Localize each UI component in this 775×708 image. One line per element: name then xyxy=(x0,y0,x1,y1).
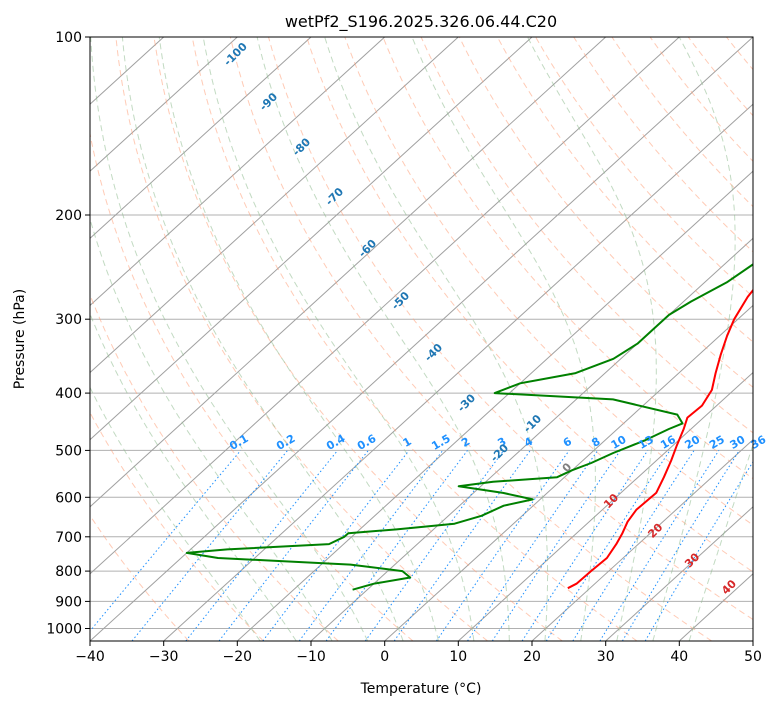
y-tick-label: 700 xyxy=(55,530,82,546)
profile-series xyxy=(185,263,753,591)
mixing-ratio-line xyxy=(435,450,570,641)
background-lines xyxy=(90,37,775,641)
chart-title: wetPf2_S196.2025.326.06.44.C20 xyxy=(285,12,557,32)
y-tick-label: 500 xyxy=(55,443,82,459)
x-tick-label: −30 xyxy=(149,649,179,665)
x-axis-label: Temperature (°C) xyxy=(360,681,482,697)
moist-adiabat xyxy=(256,37,510,641)
x-tick-label: 20 xyxy=(523,649,541,665)
mixing-ratio-line xyxy=(393,450,531,641)
isotherm xyxy=(236,170,753,641)
isotherm xyxy=(90,37,607,508)
y-tick-label: 800 xyxy=(55,564,82,580)
isotherm xyxy=(90,37,459,374)
mixing-ratio-line xyxy=(364,450,505,641)
isotherm xyxy=(90,37,312,240)
y-tick-label: 1000 xyxy=(46,622,82,638)
y-axis-label: Pressure (hPa) xyxy=(12,289,28,389)
axes: −40 −30 −20 −10 0 10 20 30 40 50 100 200 300 400 500 60… xyxy=(46,30,762,665)
isotherm xyxy=(457,371,753,641)
isotherm xyxy=(384,304,753,641)
x-tick-label: 10 xyxy=(449,649,467,665)
mixing-ratio-line xyxy=(298,450,444,641)
mixing-ratio-line xyxy=(621,450,740,641)
x-tick-label: 0 xyxy=(380,649,389,665)
dry-adiabat xyxy=(115,37,488,641)
mixing-ratio-line xyxy=(572,450,695,641)
y-tick-label: 900 xyxy=(55,594,82,610)
y-tick-label: 400 xyxy=(55,386,82,402)
moist-adiabat xyxy=(121,37,404,641)
moist-adiabat xyxy=(202,37,475,641)
y-tick-label: 100 xyxy=(55,30,82,46)
dry-adiabat xyxy=(229,37,712,641)
mixing-ratio-line xyxy=(131,450,288,641)
moist-adiabat xyxy=(688,443,753,641)
moist-adiabat xyxy=(90,312,297,641)
mixing-ratio-line xyxy=(262,450,410,641)
dry-adiabat xyxy=(90,411,264,641)
x-tick-label: 40 xyxy=(670,649,688,665)
moist-adiabat xyxy=(158,37,439,641)
dry-adiabat xyxy=(765,37,775,641)
plot-frame xyxy=(89,36,754,642)
isotherm xyxy=(605,506,753,641)
moist-adiabat xyxy=(90,37,369,641)
mixing-ratio-line xyxy=(325,450,468,641)
moist-adiabat xyxy=(411,37,596,641)
dry-adiabat xyxy=(90,131,414,641)
y-tick-label: 300 xyxy=(55,312,82,328)
isotherm xyxy=(90,37,238,172)
x-tick-label: −40 xyxy=(75,649,105,665)
isotherm xyxy=(90,37,680,575)
dry-adiabat xyxy=(191,37,638,641)
isotherm xyxy=(531,438,753,641)
x-tick-label: 30 xyxy=(597,649,615,665)
x-tick-label: −20 xyxy=(223,649,253,665)
dewpoint-profile-line xyxy=(185,263,753,591)
moist-adiabat xyxy=(324,37,549,641)
mixing-ratio-line xyxy=(90,450,242,632)
isotherm xyxy=(90,37,386,307)
moist-adiabat xyxy=(90,386,261,641)
dry-adiabat xyxy=(306,37,753,573)
x-tick-label: 50 xyxy=(744,649,762,665)
mixing-ratio-line xyxy=(521,450,649,641)
isotherm xyxy=(752,640,753,641)
dry-adiabat xyxy=(153,37,563,641)
dry-adiabat xyxy=(90,514,190,641)
moist-adiabat xyxy=(652,37,736,641)
dry-adiabat xyxy=(344,37,753,526)
mixing-ratio-line xyxy=(467,450,599,641)
mixing-ratio-line xyxy=(491,450,621,641)
dry-adiabat xyxy=(268,37,753,621)
x-tick-label: −10 xyxy=(296,649,326,665)
mixing-ratio-line xyxy=(545,450,671,641)
mixing-ratio-line xyxy=(599,450,720,641)
y-tick-label: 600 xyxy=(55,490,82,506)
mixing-ratio-line xyxy=(185,450,338,641)
dry-adiabat xyxy=(535,37,753,298)
isotherm xyxy=(163,103,753,641)
isotherm xyxy=(90,37,753,641)
moist-adiabat xyxy=(90,217,333,641)
temperature-profile-line xyxy=(567,288,753,590)
isotherm xyxy=(90,37,533,441)
y-tick-label: 200 xyxy=(55,208,82,224)
